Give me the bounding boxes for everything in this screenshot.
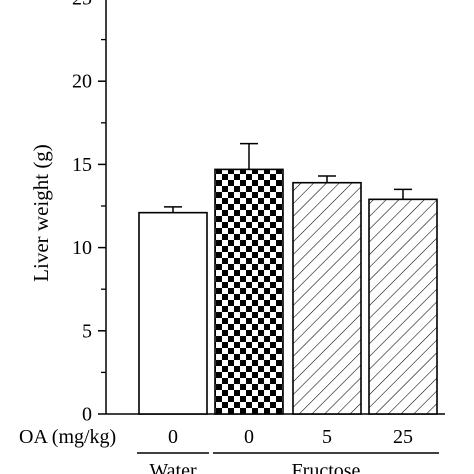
x-row-label: OA (mg/kg) <box>19 426 116 448</box>
bar-3 <box>368 198 438 415</box>
bar-1 <box>214 168 284 415</box>
x-tick-label: 25 <box>393 426 413 448</box>
y-tick-label: 25 <box>72 0 92 10</box>
error-bars <box>164 142 412 213</box>
group-labels: Water Fructose <box>137 452 439 474</box>
y-axis: 0 5 10 15 20 25 <box>72 0 107 426</box>
y-tick-label: 10 <box>72 237 92 259</box>
y-axis-label: Liver weight (g) <box>29 144 53 282</box>
y-tick-label: 20 <box>72 71 92 93</box>
y-tick-label: 0 <box>82 404 92 426</box>
y-ticks: 0 5 10 15 20 25 <box>72 0 106 426</box>
bar-2 <box>292 181 362 415</box>
group-label: Fructose <box>292 460 361 474</box>
x-tick-label: 0 <box>168 426 178 448</box>
x-tick-label: 5 <box>322 426 332 448</box>
group-label: Water <box>149 460 197 474</box>
bars <box>138 168 438 415</box>
bar-0 <box>138 211 208 415</box>
x-tick-labels: 0 0 5 25 <box>168 426 413 448</box>
x-tick-label: 0 <box>244 426 254 448</box>
y-tick-label: 5 <box>82 320 92 342</box>
y-tick-label: 15 <box>72 154 92 176</box>
